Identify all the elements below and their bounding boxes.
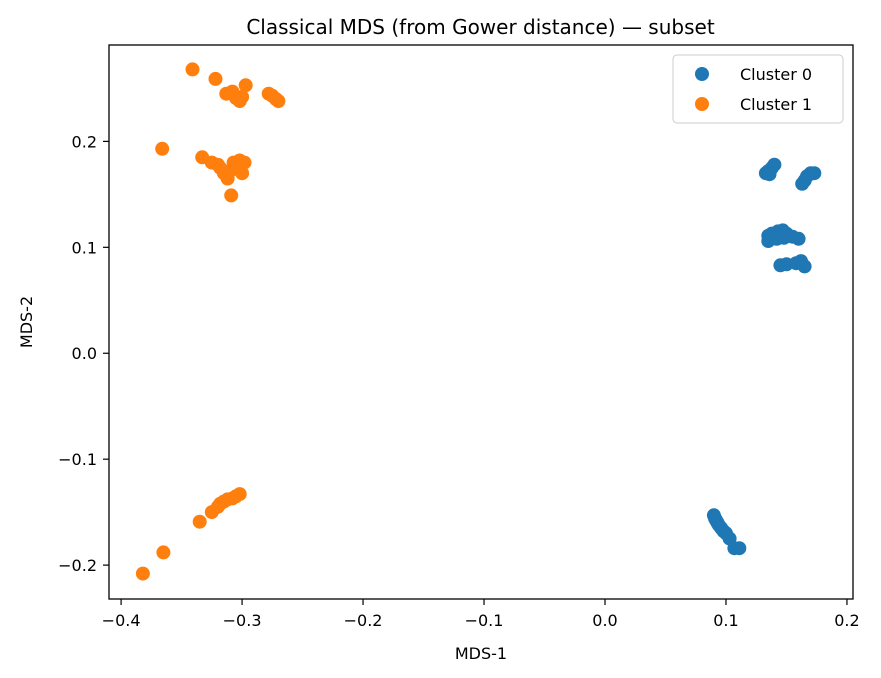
y-axis-label: MDS-2 — [17, 296, 36, 348]
plot-frame — [108, 44, 854, 600]
y-tick-label: −0.1 — [58, 450, 97, 469]
data-point-cluster-0 — [777, 230, 791, 245]
data-point-cluster-0 — [807, 166, 822, 181]
legend: Cluster 0 Cluster 1 — [672, 54, 844, 124]
data-point-cluster-1 — [224, 188, 239, 203]
data-point-cluster-1 — [192, 514, 207, 529]
y-tick-label: 0.1 — [72, 238, 97, 257]
x-tick-label: −0.1 — [465, 611, 504, 630]
x-tick-label: −0.4 — [102, 611, 141, 630]
legend-label-cluster-1: Cluster 1 — [740, 95, 812, 114]
data-point-cluster-1 — [208, 71, 223, 86]
data-point-cluster-1 — [235, 166, 250, 181]
x-tick-label: −0.3 — [223, 611, 262, 630]
data-point-cluster-1 — [204, 505, 219, 520]
data-point-cluster-0 — [791, 231, 806, 246]
data-point-cluster-1 — [135, 566, 150, 581]
data-point-cluster-1 — [155, 141, 170, 156]
data-point-cluster-0 — [732, 541, 747, 556]
data-point-cluster-1 — [235, 89, 250, 104]
y-tick-label: 0.0 — [72, 344, 97, 363]
legend-marker-cluster-1 — [695, 97, 709, 111]
legend-label-cluster-0: Cluster 0 — [740, 65, 812, 84]
x-tick-label: 0.0 — [592, 611, 617, 630]
data-point-cluster-1 — [237, 155, 252, 170]
x-axis-ticks: −0.4 −0.3 −0.2 −0.1 0.0 0.1 0.2 — [102, 599, 860, 630]
y-axis-ticks: −0.2 −0.1 0.0 0.1 0.2 — [58, 132, 109, 575]
legend-marker-cluster-0 — [695, 67, 709, 81]
data-point-cluster-1 — [185, 62, 200, 77]
data-point-cluster-1 — [156, 545, 171, 560]
plot-points — [135, 62, 822, 581]
y-tick-label: −0.2 — [58, 556, 97, 575]
data-point-cluster-1 — [238, 78, 253, 93]
x-tick-label: 0.2 — [834, 611, 859, 630]
chart-title: Classical MDS (from Gower distance) — su… — [246, 15, 715, 39]
legend-box — [672, 54, 844, 124]
x-tick-label: 0.1 — [713, 611, 738, 630]
data-point-cluster-0 — [795, 176, 810, 191]
x-tick-label: −0.2 — [344, 611, 383, 630]
data-point-cluster-1 — [271, 94, 286, 109]
x-axis-label: MDS-1 — [455, 644, 507, 663]
data-point-cluster-0 — [797, 259, 812, 274]
y-tick-label: 0.2 — [72, 132, 97, 151]
data-point-cluster-0 — [762, 167, 777, 182]
